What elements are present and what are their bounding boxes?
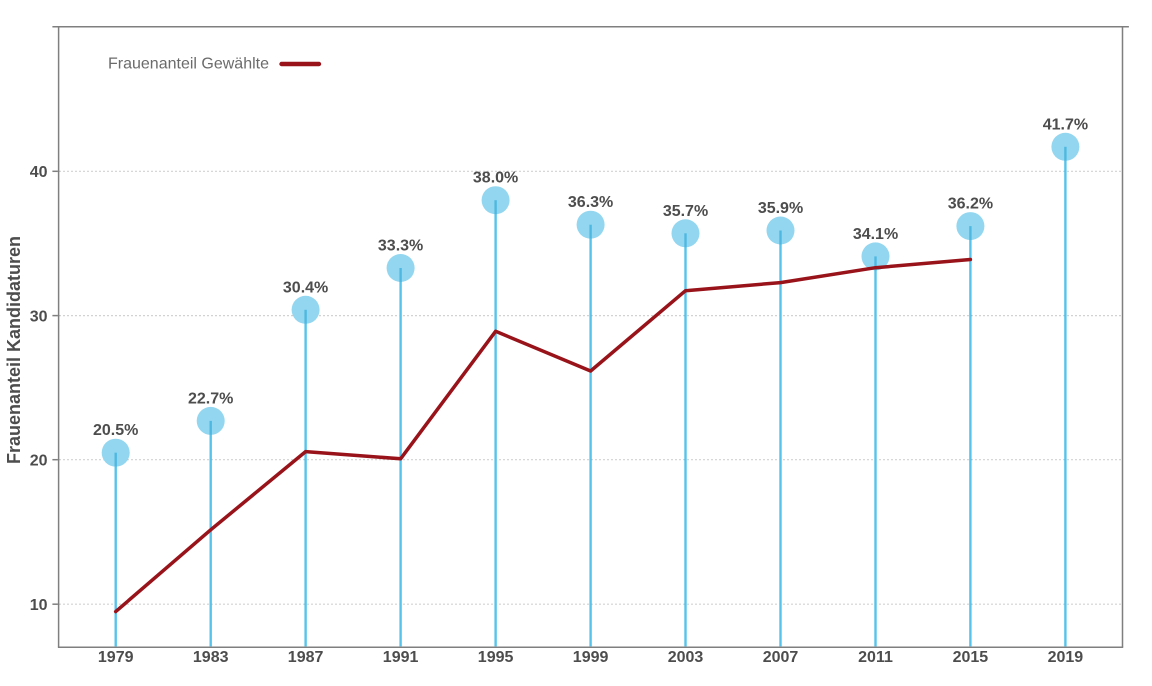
svg-text:1983: 1983 <box>193 649 229 666</box>
svg-text:1991: 1991 <box>383 649 419 666</box>
svg-text:10: 10 <box>30 597 48 614</box>
svg-text:38.0%: 38.0% <box>473 170 518 187</box>
svg-text:40: 40 <box>30 164 48 181</box>
svg-text:41.7%: 41.7% <box>1043 116 1088 133</box>
svg-text:2015: 2015 <box>953 649 989 666</box>
svg-text:20.5%: 20.5% <box>93 422 138 439</box>
svg-text:35.9%: 35.9% <box>758 200 803 217</box>
svg-text:2019: 2019 <box>1048 649 1084 666</box>
svg-text:1999: 1999 <box>573 649 609 666</box>
svg-text:1987: 1987 <box>288 649 324 666</box>
svg-text:20: 20 <box>30 453 48 470</box>
svg-text:36.2%: 36.2% <box>948 196 993 213</box>
svg-text:2003: 2003 <box>668 649 704 666</box>
svg-text:22.7%: 22.7% <box>188 390 233 407</box>
svg-text:1995: 1995 <box>478 649 514 666</box>
svg-text:2011: 2011 <box>858 649 893 666</box>
svg-text:30: 30 <box>30 308 48 325</box>
svg-text:30.4%: 30.4% <box>283 279 328 296</box>
svg-text:Frauenanteil Kandidaturen: Frauenanteil Kandidaturen <box>4 236 24 464</box>
svg-text:36.3%: 36.3% <box>568 194 613 211</box>
svg-text:Frauenanteil Gewählte: Frauenanteil Gewählte <box>108 55 269 72</box>
svg-text:1979: 1979 <box>98 649 134 666</box>
svg-text:2007: 2007 <box>763 649 799 666</box>
svg-text:33.3%: 33.3% <box>378 238 423 255</box>
svg-text:35.7%: 35.7% <box>663 203 708 220</box>
svg-text:34.1%: 34.1% <box>853 226 898 243</box>
